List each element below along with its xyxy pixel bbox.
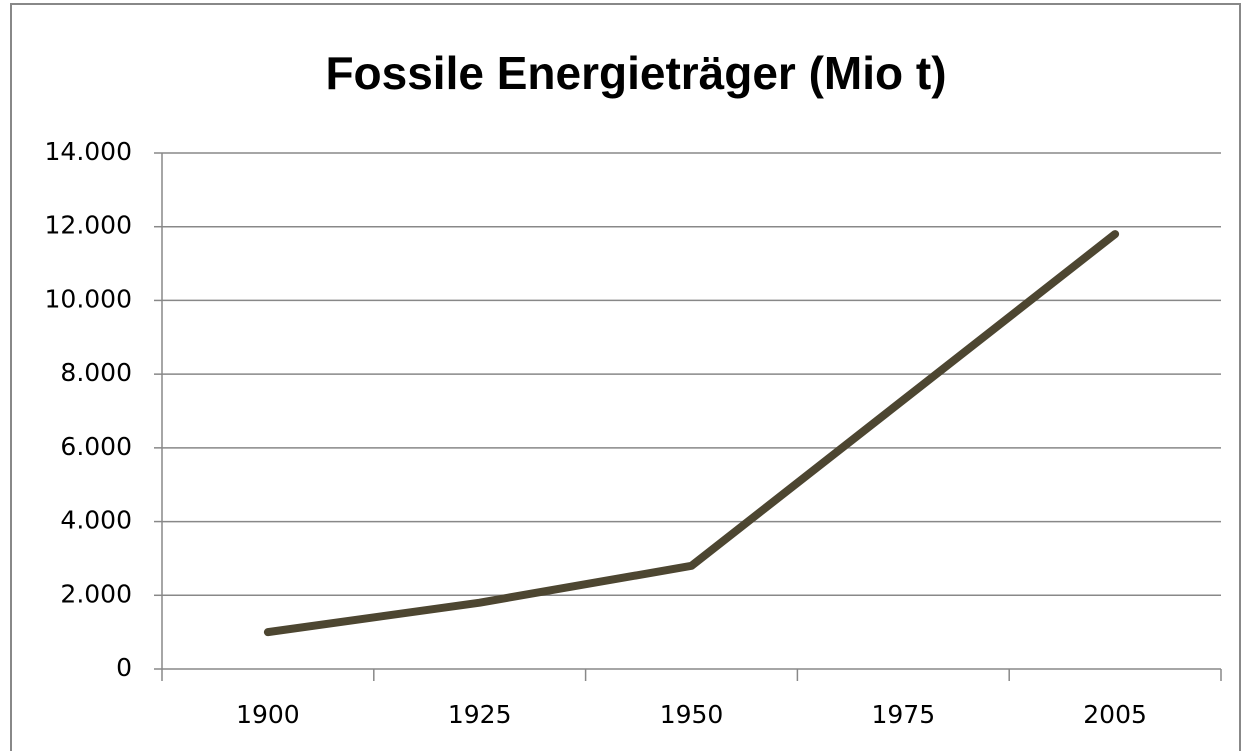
y-tick-label: 2.000 [60, 579, 132, 608]
chart-title: Fossile Energieträger (Mio t) [325, 47, 946, 99]
x-tick-label: 1975 [871, 700, 935, 729]
x-tick-label: 1925 [448, 700, 512, 729]
y-tick-label: 6.000 [60, 432, 132, 461]
y-tick-label: 4.000 [60, 506, 132, 535]
y-tick-label: 10.000 [45, 284, 132, 313]
x-tick-label: 1950 [660, 700, 724, 729]
x-tick-label: 2005 [1083, 700, 1147, 729]
line-series [263, 230, 1120, 637]
chart-border [10, 3, 1241, 751]
y-tick-label: 14.000 [45, 137, 132, 166]
y-tick-label: 12.000 [45, 211, 132, 240]
y-tick-label: 0 [116, 653, 132, 682]
y-tick-label: 8.000 [60, 358, 132, 387]
x-tick-label: 1900 [236, 700, 300, 729]
